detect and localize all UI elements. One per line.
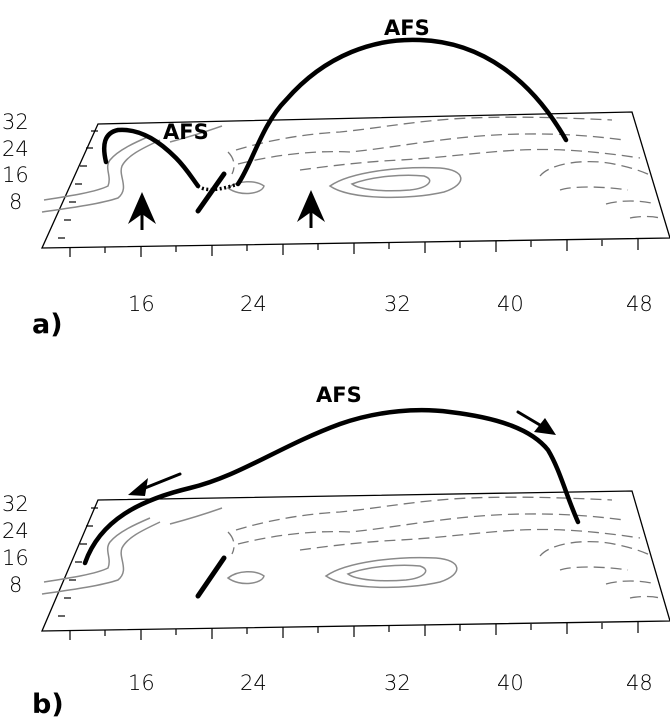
panel-a-bottom-ticks	[69, 239, 639, 257]
panel-a-x-label-24: 24	[240, 292, 267, 316]
panel-a-x-label-32: 32	[384, 292, 411, 316]
panel-b-y-tick-labels: 32 24 16 8	[2, 492, 29, 597]
panel-a-solid-contours	[41, 125, 462, 213]
panel-a-label: a)	[32, 309, 63, 340]
panel-b: AFS 32 24 16 8 16 24 32 40 48 b)	[2, 383, 670, 720]
panel-a-x-label-40: 40	[497, 292, 524, 316]
panel-b-arrow-left	[128, 472, 182, 496]
panel-a: AFS AFS 32 24 16 8 16 24 32 40 48 a)	[2, 16, 670, 340]
panel-a-afs-large-curve	[235, 37, 569, 187]
panel-a-afs-small-curve	[101, 127, 201, 189]
panel-a-afs-dotted-link	[196, 182, 239, 192]
panel-a-y-label-8: 8	[9, 190, 22, 214]
panel-b-y-label-32: 32	[2, 492, 29, 516]
panel-a-arrow-left	[128, 192, 156, 230]
panel-b-y-label-16: 16	[2, 546, 29, 570]
panel-b-x-label-16: 16	[128, 671, 155, 695]
panel-b-y-label-8: 8	[9, 573, 22, 597]
panel-a-afs-label-large: AFS	[384, 16, 430, 40]
panel-b-label: b)	[32, 689, 64, 720]
panel-b-x-tick-labels: 16 24 32 40 48	[128, 671, 653, 695]
panel-a-y-label-24: 24	[2, 137, 29, 161]
panel-b-x-label-48: 48	[626, 671, 653, 695]
panel-a-x-label-16: 16	[128, 292, 155, 316]
panel-b-solid-contours	[41, 507, 458, 595]
panel-a-frame	[40, 111, 670, 249]
panel-a-y-label-16: 16	[2, 163, 29, 187]
panel-b-x-label-24: 24	[240, 671, 267, 695]
panel-b-front-segment	[195, 555, 227, 599]
panel-a-y-label-32: 32	[2, 110, 29, 134]
panel-b-afs-label: AFS	[316, 383, 362, 407]
panel-a-afs-label-small: AFS	[163, 120, 209, 144]
panel-a-dashed-contours	[227, 116, 661, 219]
panel-a-arrow-right	[297, 190, 325, 228]
panel-b-bottom-ticks	[69, 622, 639, 640]
panel-b-left-ticks	[58, 507, 98, 617]
panel-b-x-label-32: 32	[384, 671, 411, 695]
panel-a-front-segment	[195, 171, 227, 214]
panel-a-left-ticks	[58, 130, 98, 239]
panel-a-x-label-48: 48	[626, 292, 653, 316]
panel-b-frame	[41, 490, 670, 632]
panel-b-afs-curve	[82, 407, 581, 566]
panel-a-y-tick-labels: 32 24 16 8	[2, 110, 29, 214]
panel-a-x-tick-labels: 16 24 32 40 48	[128, 292, 653, 316]
panel-b-dashed-contours	[227, 496, 661, 599]
panel-b-arrow-right	[516, 410, 556, 435]
panel-b-y-label-24: 24	[2, 519, 29, 543]
panel-b-x-label-40: 40	[497, 671, 524, 695]
